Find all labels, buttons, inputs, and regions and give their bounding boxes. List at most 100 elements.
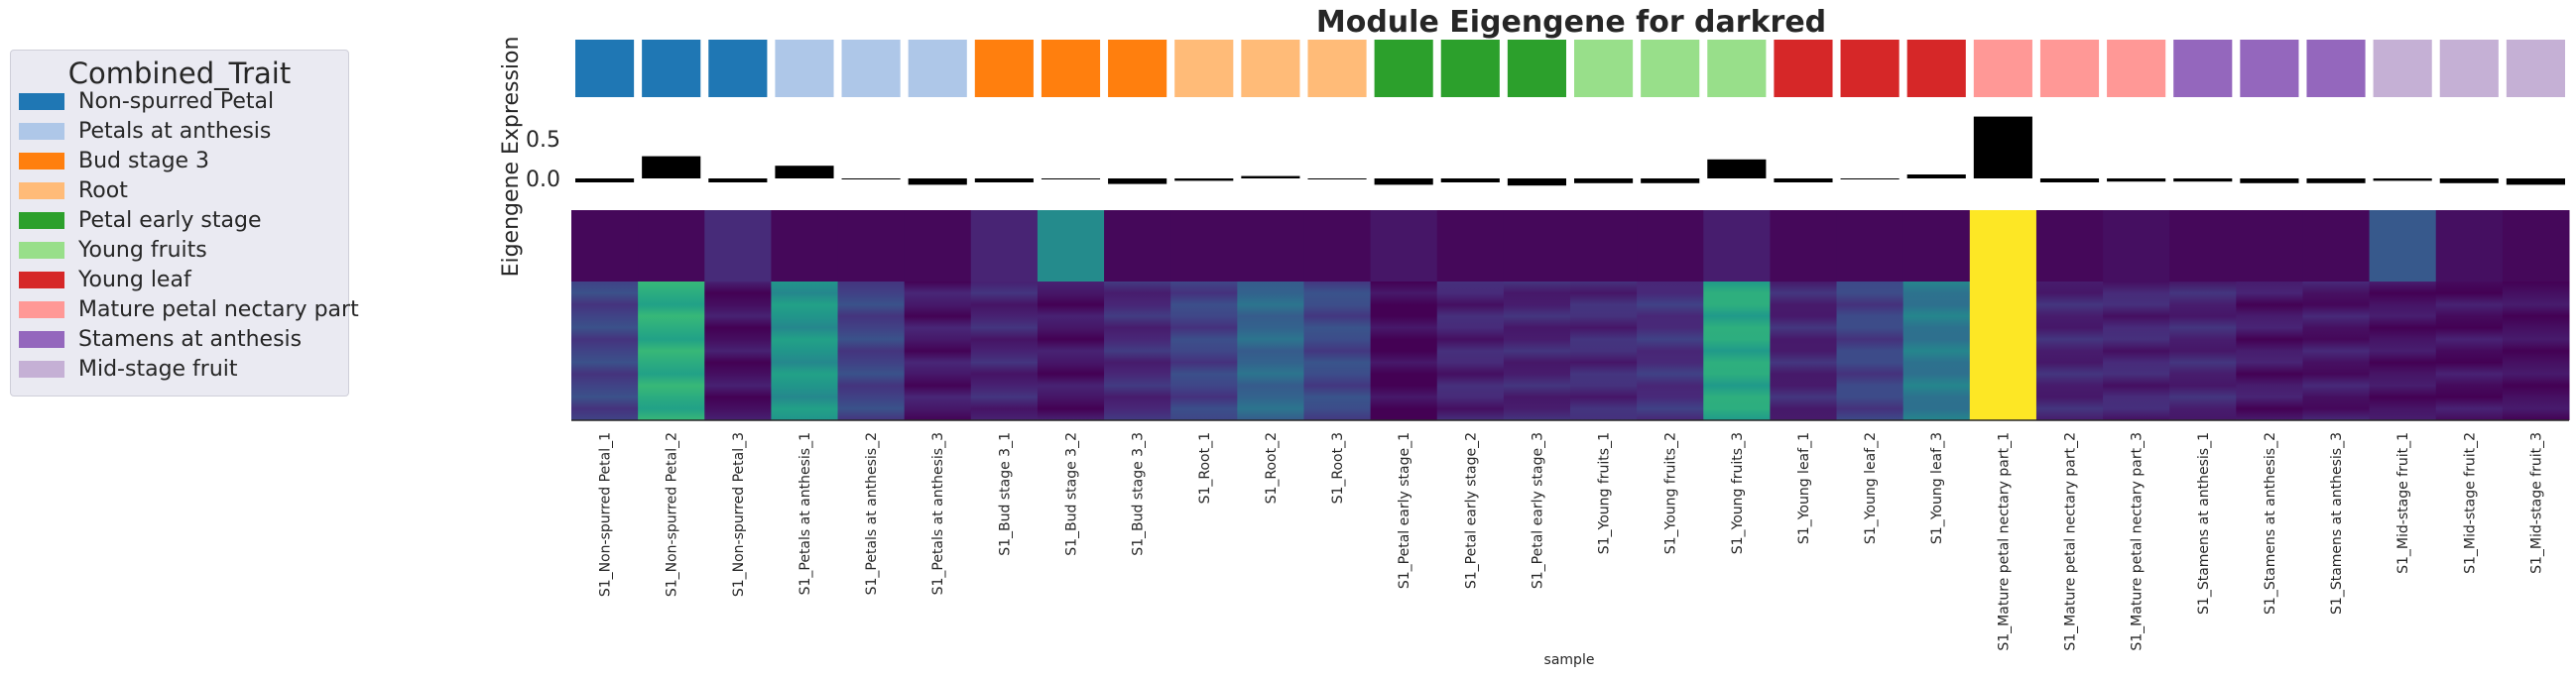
heatmap-cell <box>638 282 705 420</box>
eigengene-bar <box>2240 178 2299 183</box>
x-tick-label: S1_Young leaf_3 <box>1929 432 1945 544</box>
heatmap-cell <box>1770 210 1838 282</box>
x-tick-label: S1_Root_2 <box>1264 432 1280 504</box>
trait-color-cell <box>2373 40 2432 97</box>
eigengene-bar <box>2506 178 2565 185</box>
heatmap-cell <box>1637 210 1704 282</box>
trait-color-cell <box>1707 40 1767 97</box>
eigengene-bar <box>2373 178 2432 181</box>
x-tick-labels: S1_Non-spurred Petal_1 S1_Non-spurred Pet… <box>598 432 2545 651</box>
x-tick-label: S1_Bud stage 3_1 <box>997 432 1013 556</box>
trait-color-cell <box>1307 40 1367 97</box>
heatmap-cell <box>1170 282 1238 420</box>
heatmap-cell <box>2236 282 2303 420</box>
heatmap-cell <box>2502 210 2570 282</box>
legend-item: Bud stage 3 <box>19 148 209 173</box>
x-tick-label: S1_Mid-stage fruit_1 <box>2395 432 2411 574</box>
eigengene-bar <box>908 178 967 185</box>
x-tick-label: S1_Mature petal nectary part_1 <box>1996 432 2012 651</box>
eigengene-bar <box>1507 178 1566 186</box>
y-axis-label: Eigengene Expression <box>499 37 524 278</box>
heatmap-cell <box>1104 282 1171 420</box>
legend-item: Young fruits <box>19 237 207 263</box>
heatmap-cell <box>1503 210 1571 282</box>
x-tick-label: S1_Non-spurred Petal_2 <box>665 432 680 597</box>
heatmap-cell <box>970 210 1039 282</box>
trait-color-cell <box>1174 40 1234 97</box>
x-tick-label: S1_Root_1 <box>1197 432 1213 504</box>
bar-y-ticks: 0.5 0.0 <box>526 128 560 192</box>
heatmap-cell <box>704 282 772 420</box>
legend-swatch <box>19 271 64 288</box>
x-tick-label: S1_Young leaf_2 <box>1863 432 1879 544</box>
legend-item: Petals at anthesis <box>19 118 271 144</box>
trait-color-cell <box>1507 40 1566 97</box>
trait-color-cell <box>1241 40 1300 97</box>
heatmap-cell <box>1969 282 2037 420</box>
heatmap-cell <box>1370 282 1438 420</box>
heatmap-cell <box>2369 210 2437 282</box>
legend-item: Stamens at anthesis <box>19 326 302 352</box>
heatmap-cell <box>1836 210 1904 282</box>
legend-swatch <box>19 122 64 140</box>
heatmap-cell <box>904 282 972 420</box>
heatmap-cell <box>2169 210 2237 282</box>
heatmap-cell <box>1237 210 1304 282</box>
heatmap-cell <box>2302 282 2371 420</box>
heatmap-cell <box>2103 210 2170 282</box>
heatmap-cell <box>904 210 972 282</box>
eigengene-bar <box>1840 178 1900 179</box>
legend-label: Young fruits <box>78 237 207 263</box>
x-tick-label: S1_Young leaf_1 <box>1796 432 1812 544</box>
trait-color-cell <box>1973 40 2032 97</box>
x-tick-label: S1_Petals at anthesis_2 <box>864 432 880 595</box>
heatmap-cell <box>1037 210 1105 282</box>
heatmap-cell <box>2169 282 2237 420</box>
eigengene-bar <box>2306 178 2366 183</box>
x-tick-label: S1_Petals at anthesis_3 <box>930 432 946 595</box>
heatmap-cell <box>1770 282 1838 420</box>
trait-color-cell <box>1906 40 1966 97</box>
x-tick-label: S1_Petal early stage_3 <box>1530 432 1545 589</box>
legend-title: Combined_Trait <box>67 56 292 90</box>
heatmap-cell <box>1104 210 1171 282</box>
eigengene-bar <box>1374 178 1433 185</box>
chart-title: Module Eigengene for darkred <box>1316 5 1826 40</box>
trait-color-strip <box>575 40 2565 97</box>
heatmap-cell <box>2502 282 2570 420</box>
trait-color-cell <box>1574 40 1634 97</box>
heatmap-cell <box>571 282 639 420</box>
eigengene-bar <box>1574 178 1634 183</box>
trait-color-cell <box>2240 40 2299 97</box>
eigengene-bar <box>1707 159 1767 178</box>
eigengene-bar <box>1041 178 1101 179</box>
x-tick-label: S1_Young fruits_3 <box>1730 432 1746 554</box>
heatmap-cell <box>1303 210 1372 282</box>
eigengene-bar <box>1973 116 2032 178</box>
trait-color-cell <box>1641 40 1700 97</box>
eigengene-bar <box>1440 178 1500 182</box>
legend-item: Mature petal nectary part <box>19 296 359 322</box>
heatmap-cell <box>1237 282 1304 420</box>
heatmap-cell <box>1570 282 1638 420</box>
heatmap-cell <box>2035 282 2104 420</box>
trait-color-cell <box>575 40 635 97</box>
eigengene-bar <box>2439 178 2499 183</box>
legend-item: Petal early stage <box>19 207 262 233</box>
x-tick-label: S1_Petals at anthesis_1 <box>797 432 813 595</box>
eigengene-bar <box>2173 178 2233 182</box>
heatmap-cell <box>571 210 639 282</box>
x-tick-label: S1_Stamens at anthesis_3 <box>2329 432 2345 615</box>
x-tick-label: S1_Non-spurred Petal_3 <box>731 432 747 597</box>
heatmap-cell <box>1037 282 1105 420</box>
x-tick-label: S1_Stamens at anthesis_2 <box>2263 432 2278 615</box>
eigengene-bar <box>1241 175 1300 178</box>
heatmap-cell <box>2302 210 2371 282</box>
eigengene-bar <box>1174 178 1234 181</box>
heatmap-cell <box>1570 210 1638 282</box>
eigengene-bar <box>1108 178 1167 184</box>
heatmap-cell <box>1902 282 1971 420</box>
heatmap-cell <box>1902 210 1971 282</box>
eigengene-bar <box>1307 178 1367 179</box>
heatmap-cell <box>2435 282 2504 420</box>
